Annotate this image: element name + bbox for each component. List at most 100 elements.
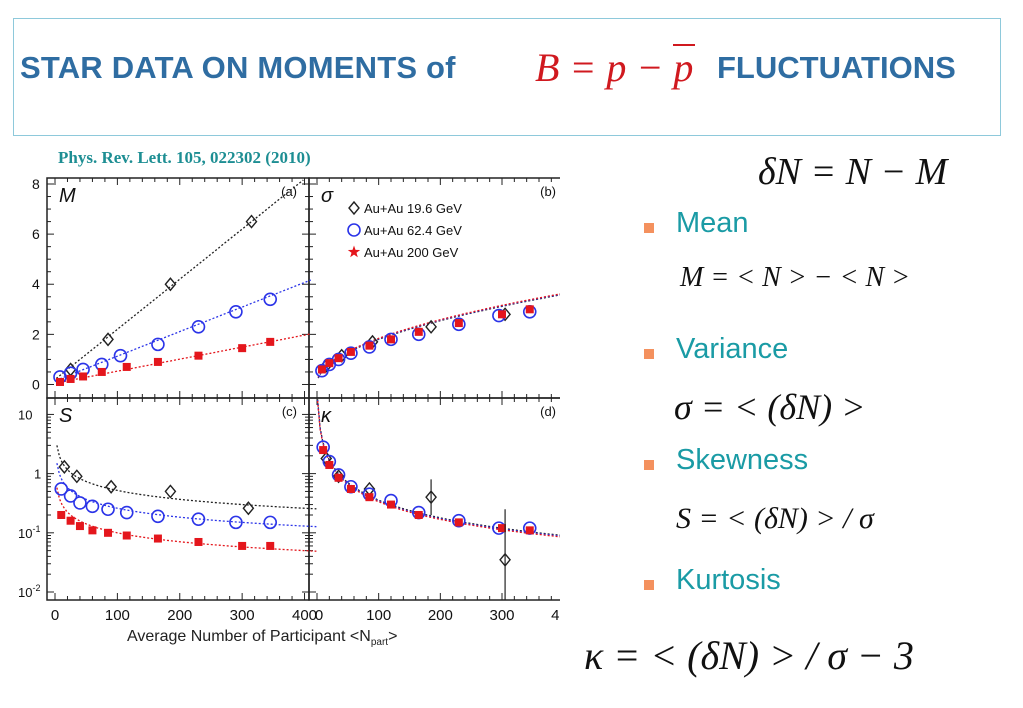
fit-curve [317, 293, 560, 378]
data-point-200gev [498, 524, 506, 533]
data-point-200gev [153, 534, 162, 543]
x-axis-label: Average Number of Participant <Npart> [127, 628, 398, 649]
data-point-200gev [238, 541, 247, 550]
data-point-62gev [344, 346, 358, 360]
mean-equation: M = < N > − < N > [680, 262, 911, 293]
y-tick-label: 0 [32, 376, 40, 392]
data-point-62gev [101, 502, 115, 517]
x-tick-label: 200 [428, 607, 453, 624]
data-point-62gev [63, 489, 78, 503]
legend-marker-62gev [347, 223, 361, 237]
x-tick-label: 400 [551, 607, 560, 624]
data-point-62gev [151, 509, 165, 524]
data-point-62gev [263, 515, 278, 530]
data-point-62gev [229, 305, 243, 319]
data-point-200gev [334, 473, 343, 482]
data-point-19gev [242, 501, 255, 516]
bullet-skewness-label: Skewness [676, 444, 809, 476]
variance-equation: σ = < (δN) > [674, 387, 866, 427]
y-tick-label: 1 [34, 467, 41, 482]
data-point-62gev [384, 332, 398, 347]
data-point-200gev [79, 372, 88, 381]
x-tick-label: 100 [105, 607, 130, 624]
fit-curve [316, 400, 560, 538]
delta-equation: δN = N − M [758, 151, 948, 193]
fit-curve [317, 294, 560, 379]
data-point-62gev [191, 320, 206, 334]
data-point-200gev [334, 354, 343, 363]
data-point-62gev [85, 499, 100, 514]
fit-curve [56, 445, 317, 510]
x-tick-label: 300 [230, 607, 255, 624]
data-point-200gev [454, 319, 463, 328]
data-point-200gev [194, 351, 203, 360]
x-tick-label: 100 [366, 607, 391, 624]
data-point-200gev [319, 446, 328, 455]
x-tick-label: 300 [489, 607, 514, 624]
data-point-200gev [194, 537, 203, 546]
bullet-mean-label: Mean [676, 207, 749, 239]
panel-tag: (d) [540, 404, 556, 419]
data-point-200gev [414, 327, 423, 336]
data-point-62gev [263, 292, 278, 307]
fit-curve [316, 400, 560, 537]
data-point-62gev [229, 515, 243, 530]
data-point-19gev [64, 362, 77, 377]
panel-symbol: M [59, 185, 76, 207]
skewness-equation: S = < (δN) > / σ [676, 502, 874, 535]
data-point-200gev [498, 310, 506, 319]
data-point-200gev [75, 522, 84, 531]
data-point-200gev [66, 516, 75, 525]
y-tick-label: 10 [18, 407, 32, 422]
fit-curve [55, 279, 312, 381]
data-point-200gev [365, 341, 374, 350]
data-point-200gev [387, 335, 395, 344]
legend-marker-19gev [348, 200, 360, 216]
bullet-kurtosis-icon [644, 580, 654, 590]
y-tick-label: 4 [32, 276, 40, 292]
panel-symbol: κ [321, 405, 332, 427]
x-tick-label: 400 [292, 607, 317, 624]
data-point-200gev [346, 347, 355, 356]
legend-label: Au+Au 62.4 GeV [364, 223, 462, 238]
bullet-kurtosis-label: Kurtosis [676, 564, 781, 596]
legend-label: Au+Au 19.6 GeV [364, 201, 462, 216]
data-point-200gev [266, 337, 275, 346]
fit-curve [55, 179, 304, 380]
x-tick-label: 0 [315, 607, 323, 624]
fit-curve [56, 463, 317, 528]
data-point-19gev [164, 277, 177, 292]
data-point-200gev [153, 357, 162, 366]
data-point-62gev [362, 340, 377, 354]
data-point-19gev [245, 214, 258, 229]
title-left: STAR DATA ON MOMENTS of [20, 50, 456, 85]
panel-tag: (b) [540, 184, 556, 199]
y-tick-label: 10-2 [18, 583, 40, 600]
data-point-200gev [104, 528, 113, 537]
data-point-200gev [88, 526, 97, 535]
data-point-62gev [119, 505, 134, 520]
data-point-200gev [365, 493, 374, 502]
data-point-200gev [454, 518, 463, 527]
bullet-variance-icon [644, 349, 654, 359]
data-point-62gev [151, 337, 165, 352]
data-point-19gev [102, 332, 114, 347]
data-point-200gev [346, 484, 355, 493]
data-point-200gev [325, 359, 334, 368]
data-point-200gev [97, 367, 106, 376]
x-tick-label: 0 [51, 607, 59, 624]
data-point-200gev [238, 344, 247, 353]
data-point-62gev [452, 513, 466, 528]
data-point-62gev [73, 496, 87, 510]
citation: Phys. Rev. Lett. 105, 022302 (2010) [58, 148, 311, 167]
bullet-variance-label: Variance [676, 333, 789, 365]
data-point-200gev [122, 362, 131, 371]
y-tick-label: 8 [32, 176, 40, 192]
data-point-19gev [164, 484, 177, 499]
title-right: FLUCTUATIONS [717, 50, 956, 85]
data-point-200gev [525, 526, 534, 535]
panel-frame [308, 397, 560, 601]
data-point-62gev [54, 482, 69, 496]
data-point-200gev [66, 374, 75, 383]
title-box [13, 18, 1001, 136]
